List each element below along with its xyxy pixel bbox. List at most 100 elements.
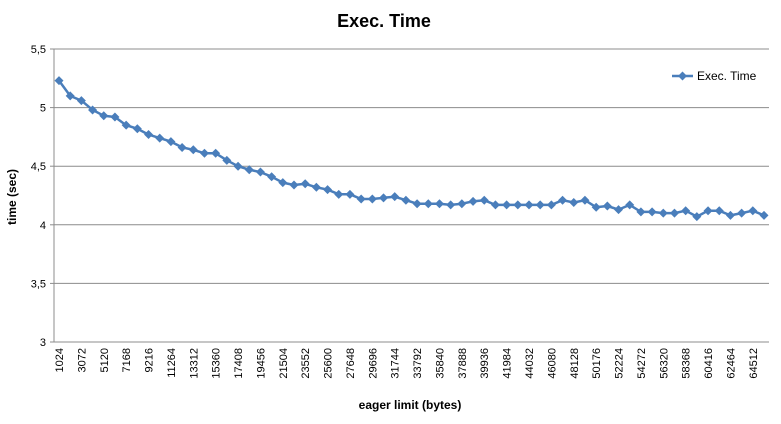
data-point xyxy=(88,105,98,115)
data-point xyxy=(76,96,86,106)
data-point xyxy=(479,195,489,205)
data-point xyxy=(546,200,556,210)
data-point xyxy=(748,206,758,216)
data-point xyxy=(311,182,321,192)
data-point xyxy=(379,193,389,203)
x-tick-label: 15360 xyxy=(211,348,223,379)
series-exec-time xyxy=(54,76,769,222)
data-point xyxy=(681,206,691,216)
x-tick-label: 19456 xyxy=(255,348,267,379)
data-point xyxy=(703,206,713,216)
x-tick-label: 27648 xyxy=(345,348,357,379)
x-tick-label: 9216 xyxy=(144,348,156,372)
data-point xyxy=(401,195,411,205)
data-point xyxy=(233,161,243,171)
x-tick-label: 41984 xyxy=(502,348,514,379)
data-point xyxy=(390,192,400,202)
data-point xyxy=(558,195,568,205)
y-tick-label: 4 xyxy=(40,220,46,232)
data-point xyxy=(199,148,209,158)
x-tick-label: 3072 xyxy=(76,348,88,372)
data-point xyxy=(580,195,590,205)
x-tick-label: 33792 xyxy=(412,348,424,379)
data-point xyxy=(446,200,456,210)
x-tick-label: 46080 xyxy=(546,348,558,379)
data-point xyxy=(267,172,277,182)
x-tick-label: 35840 xyxy=(434,348,446,379)
data-point xyxy=(289,180,299,190)
x-tick-label: 11264 xyxy=(166,348,178,378)
x-tick-label: 50176 xyxy=(591,348,603,379)
x-tick-label: 37888 xyxy=(457,348,469,379)
x-tick-label: 21504 xyxy=(278,348,290,379)
data-point xyxy=(300,179,310,189)
data-point xyxy=(356,194,366,204)
data-point xyxy=(323,185,333,195)
x-tick-label: 64512 xyxy=(748,348,760,379)
data-point xyxy=(669,208,679,218)
y-tick-labels: 3 3,5 4 4,5 5 5,5 xyxy=(31,44,46,349)
x-tick-label: 60416 xyxy=(703,348,715,379)
x-tick-label: 39936 xyxy=(479,348,491,379)
data-point xyxy=(614,205,624,215)
x-tick-label: 52224 xyxy=(614,348,626,379)
y-axis-label: time (sec) xyxy=(5,169,19,225)
data-point xyxy=(177,142,187,152)
data-point xyxy=(65,91,75,101)
x-tick-label: 62464 xyxy=(725,348,737,379)
data-point xyxy=(569,198,579,208)
legend-label: Exec. Time xyxy=(697,69,757,83)
data-point xyxy=(692,212,702,222)
x-tick-labels: 1024 3072 5120 7168 9216 11264 13312 15360 17408… xyxy=(54,348,760,379)
data-point xyxy=(457,199,467,209)
data-point xyxy=(524,200,534,210)
data-point xyxy=(244,165,254,175)
data-point xyxy=(99,111,109,121)
data-point xyxy=(658,208,668,218)
data-point xyxy=(434,199,444,209)
x-tick-label: 23552 xyxy=(300,348,312,379)
data-point xyxy=(188,145,198,155)
x-tick-label: 29696 xyxy=(367,348,379,379)
x-tick-label: 31744 xyxy=(390,348,402,379)
data-point xyxy=(714,206,724,216)
data-point xyxy=(166,137,176,147)
data-point xyxy=(121,120,131,130)
data-point xyxy=(468,196,478,206)
data-point xyxy=(591,202,601,212)
legend-marker xyxy=(678,71,687,81)
x-tick-label: 54272 xyxy=(636,348,648,379)
data-point xyxy=(737,208,747,218)
x-tick-label: 25600 xyxy=(323,348,335,379)
data-point xyxy=(647,207,657,217)
data-point xyxy=(132,124,142,134)
data-point xyxy=(54,76,64,86)
x-tick-label: 58368 xyxy=(681,348,693,379)
data-point xyxy=(535,200,545,210)
data-point xyxy=(625,200,635,210)
chart-title: Exec. Time xyxy=(337,11,431,31)
series-line xyxy=(57,79,765,218)
data-point xyxy=(255,167,265,177)
x-tick-label: 5120 xyxy=(99,348,111,372)
axes xyxy=(53,49,769,343)
data-point xyxy=(602,201,612,211)
x-tick-label: 7168 xyxy=(121,348,133,372)
data-point xyxy=(222,155,232,165)
data-point xyxy=(110,112,120,122)
data-point xyxy=(155,133,165,143)
data-point xyxy=(725,210,735,220)
data-point xyxy=(334,189,344,199)
x-tick-label: 13312 xyxy=(188,348,200,379)
data-point xyxy=(345,189,355,199)
x-tick-label: 44032 xyxy=(524,348,536,379)
gridlines xyxy=(50,48,769,343)
data-point xyxy=(759,210,769,220)
y-tick-label: 5 xyxy=(40,103,46,115)
x-tick-label: 56320 xyxy=(658,348,670,379)
x-tick-label: 1024 xyxy=(54,348,66,372)
y-tick-label: 3 xyxy=(40,337,46,349)
x-axis-label: eager limit (bytes) xyxy=(359,398,462,412)
data-point xyxy=(636,207,646,217)
